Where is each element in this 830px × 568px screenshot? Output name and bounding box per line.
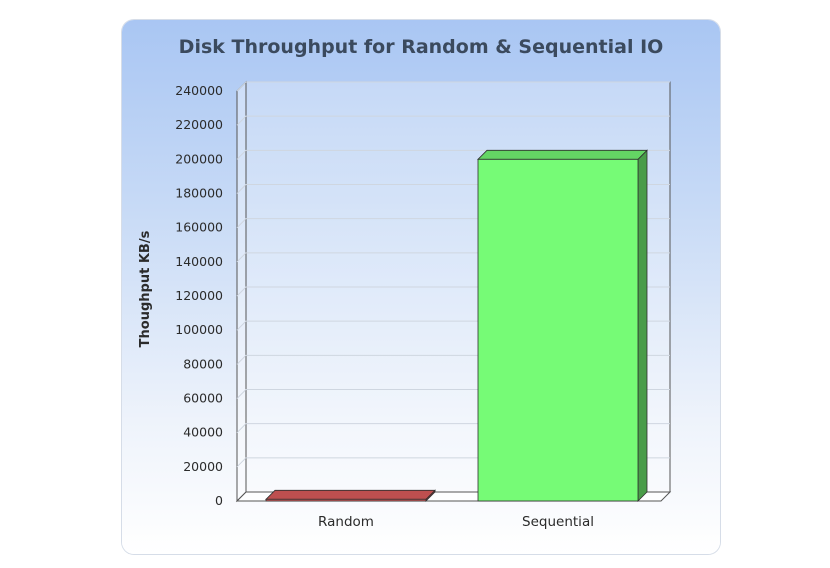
y-tick-label: 100000: [175, 322, 223, 337]
y-tick-label: 140000: [175, 254, 223, 269]
y-tick-label: 180000: [175, 186, 223, 201]
bar-chart: Disk Throughput for Random & Sequential …: [138, 36, 672, 530]
y-axis-title: Thoughput KB/s: [138, 230, 153, 347]
bar-random: [265, 498, 427, 502]
bar-top-sequential: [477, 149, 648, 160]
gridline: [236, 81, 670, 92]
y-tick-label: 80000: [183, 356, 223, 371]
chart-title: Disk Throughput for Random & Sequential …: [179, 36, 664, 58]
gridline: [236, 115, 670, 126]
y-tick-label: 220000: [175, 117, 223, 132]
y-tick-label: 160000: [175, 220, 223, 235]
x-tick-label: Random: [318, 514, 374, 530]
x-tick-label: Sequential: [522, 514, 594, 530]
bar-side-sequential: [637, 149, 648, 502]
y-tick-label: 60000: [183, 391, 223, 406]
bar-top-random: [265, 489, 436, 500]
y-tick-label: 200000: [175, 151, 223, 166]
bar-sequential: [477, 158, 639, 502]
y-tick-label: 240000: [175, 83, 223, 98]
y-tick-label: 120000: [175, 288, 223, 303]
y-tick-label: 40000: [183, 425, 223, 440]
y-tick-label: 0: [215, 493, 223, 508]
y-tick-label: 20000: [183, 459, 223, 474]
plot-area: 0 20000 40000 60000 80000 100000 120000 140000 1…: [175, 80, 672, 530]
chart-card: Disk Throughput for Random & Sequential …: [122, 20, 720, 554]
